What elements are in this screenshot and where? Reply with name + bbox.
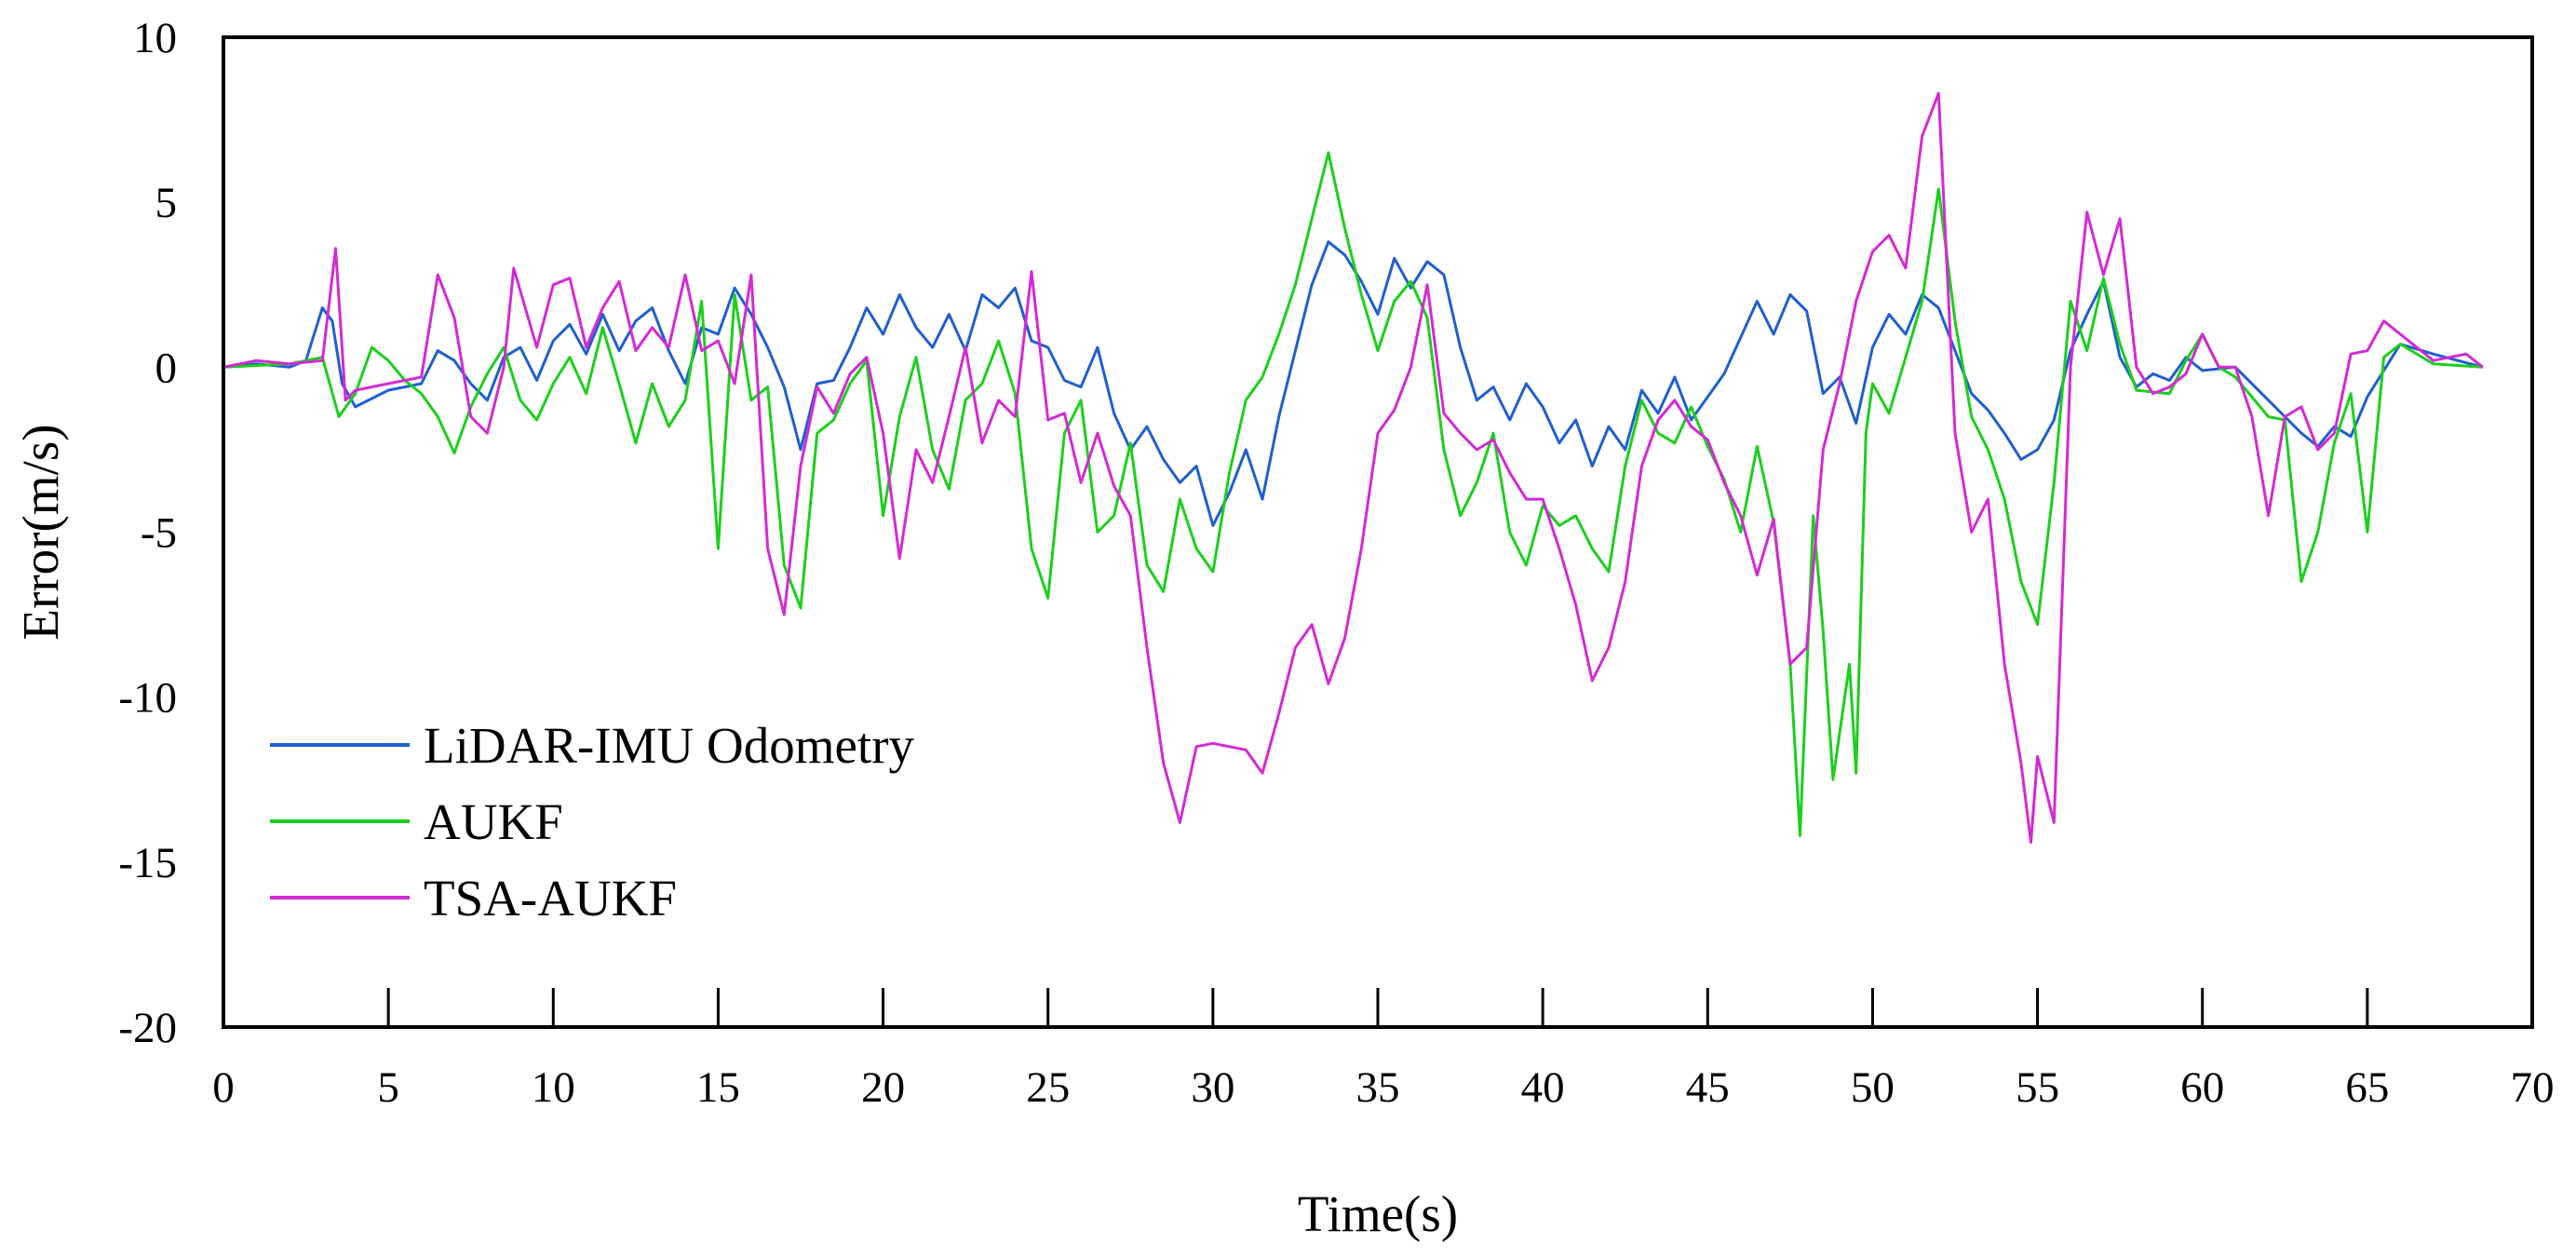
x-tick-label: 65 bbox=[2345, 1063, 2389, 1112]
y-tick-label: 0 bbox=[155, 344, 178, 392]
x-tick-label: 45 bbox=[1686, 1063, 1730, 1112]
series-lines bbox=[223, 91, 2484, 845]
x-tick-label: 10 bbox=[532, 1063, 575, 1112]
y-tick-label: -20 bbox=[118, 1004, 177, 1052]
x-tick-label: 20 bbox=[861, 1063, 905, 1112]
y-tick-label: -10 bbox=[118, 674, 177, 723]
series-line-3 bbox=[223, 91, 2484, 845]
x-tick-label: 30 bbox=[1191, 1063, 1234, 1112]
x-tick-label: 35 bbox=[1356, 1063, 1400, 1112]
series-line-2 bbox=[223, 151, 2483, 837]
y-axis-title: Error(m/s) bbox=[12, 424, 69, 640]
x-tick-label: 5 bbox=[377, 1063, 399, 1112]
x-axis-title: Time(s) bbox=[1298, 1185, 1458, 1242]
x-tick-label: 25 bbox=[1026, 1063, 1070, 1112]
y-tick-label: 5 bbox=[155, 179, 178, 227]
y-tick-label: -5 bbox=[141, 509, 177, 558]
x-axis-ticks: 0 5 10 15 20 25 30 35 40 45 50 55 60 65 70 bbox=[212, 988, 2555, 1112]
y-tick-label: 10 bbox=[133, 14, 177, 62]
x-tick-label: 50 bbox=[1851, 1063, 1895, 1112]
y-tick-label: -15 bbox=[118, 839, 177, 887]
x-tick-label: 60 bbox=[2180, 1063, 2224, 1112]
series-line-1 bbox=[223, 240, 2484, 527]
legend-label-1: LiDAR-IMU Odometry bbox=[424, 717, 915, 774]
legend-label-3: TSA-AUKF bbox=[424, 870, 677, 927]
y-axis-ticks: 10 5 0 -5 -10 -15 -20 bbox=[118, 14, 177, 1052]
x-tick-label: 40 bbox=[1521, 1063, 1565, 1112]
x-tick-label: 15 bbox=[696, 1063, 740, 1112]
x-tick-label: 55 bbox=[2016, 1063, 2059, 1112]
x-tick-label: 70 bbox=[2511, 1063, 2555, 1112]
legend: LiDAR-IMU Odometry AUKF TSA-AUKF bbox=[270, 717, 915, 927]
legend-label-2: AUKF bbox=[424, 793, 563, 850]
x-tick-label: 0 bbox=[212, 1063, 235, 1112]
